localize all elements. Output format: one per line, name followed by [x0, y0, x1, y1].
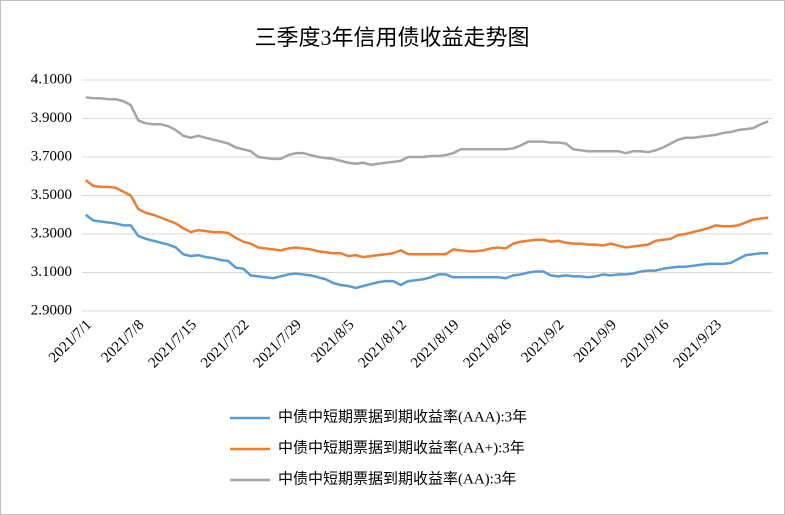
series-line: [85, 96, 769, 166]
y-tick-label: 3.1000: [31, 264, 72, 280]
y-tick-label: 3.9000: [31, 110, 72, 126]
chart-title: 三季度3年信用债收益走势图: [254, 25, 529, 50]
y-tick-label: 3.7000: [31, 148, 72, 164]
legend-label: 中债中短期票据到期收益率(AAA):3年: [278, 408, 527, 425]
legend-label: 中债中短期票据到期收益率(AA+):3年: [278, 439, 525, 456]
y-tick-label: 4.1000: [31, 71, 72, 87]
y-tick-label: 3.3000: [31, 225, 72, 241]
legend-label: 中债中短期票据到期收益率(AA):3年: [278, 470, 516, 487]
y-tick-label: 3.5000: [31, 187, 72, 203]
series-line: [84, 213, 769, 290]
series-line: [84, 179, 769, 259]
y-tick-label: 2.9000: [31, 302, 72, 318]
